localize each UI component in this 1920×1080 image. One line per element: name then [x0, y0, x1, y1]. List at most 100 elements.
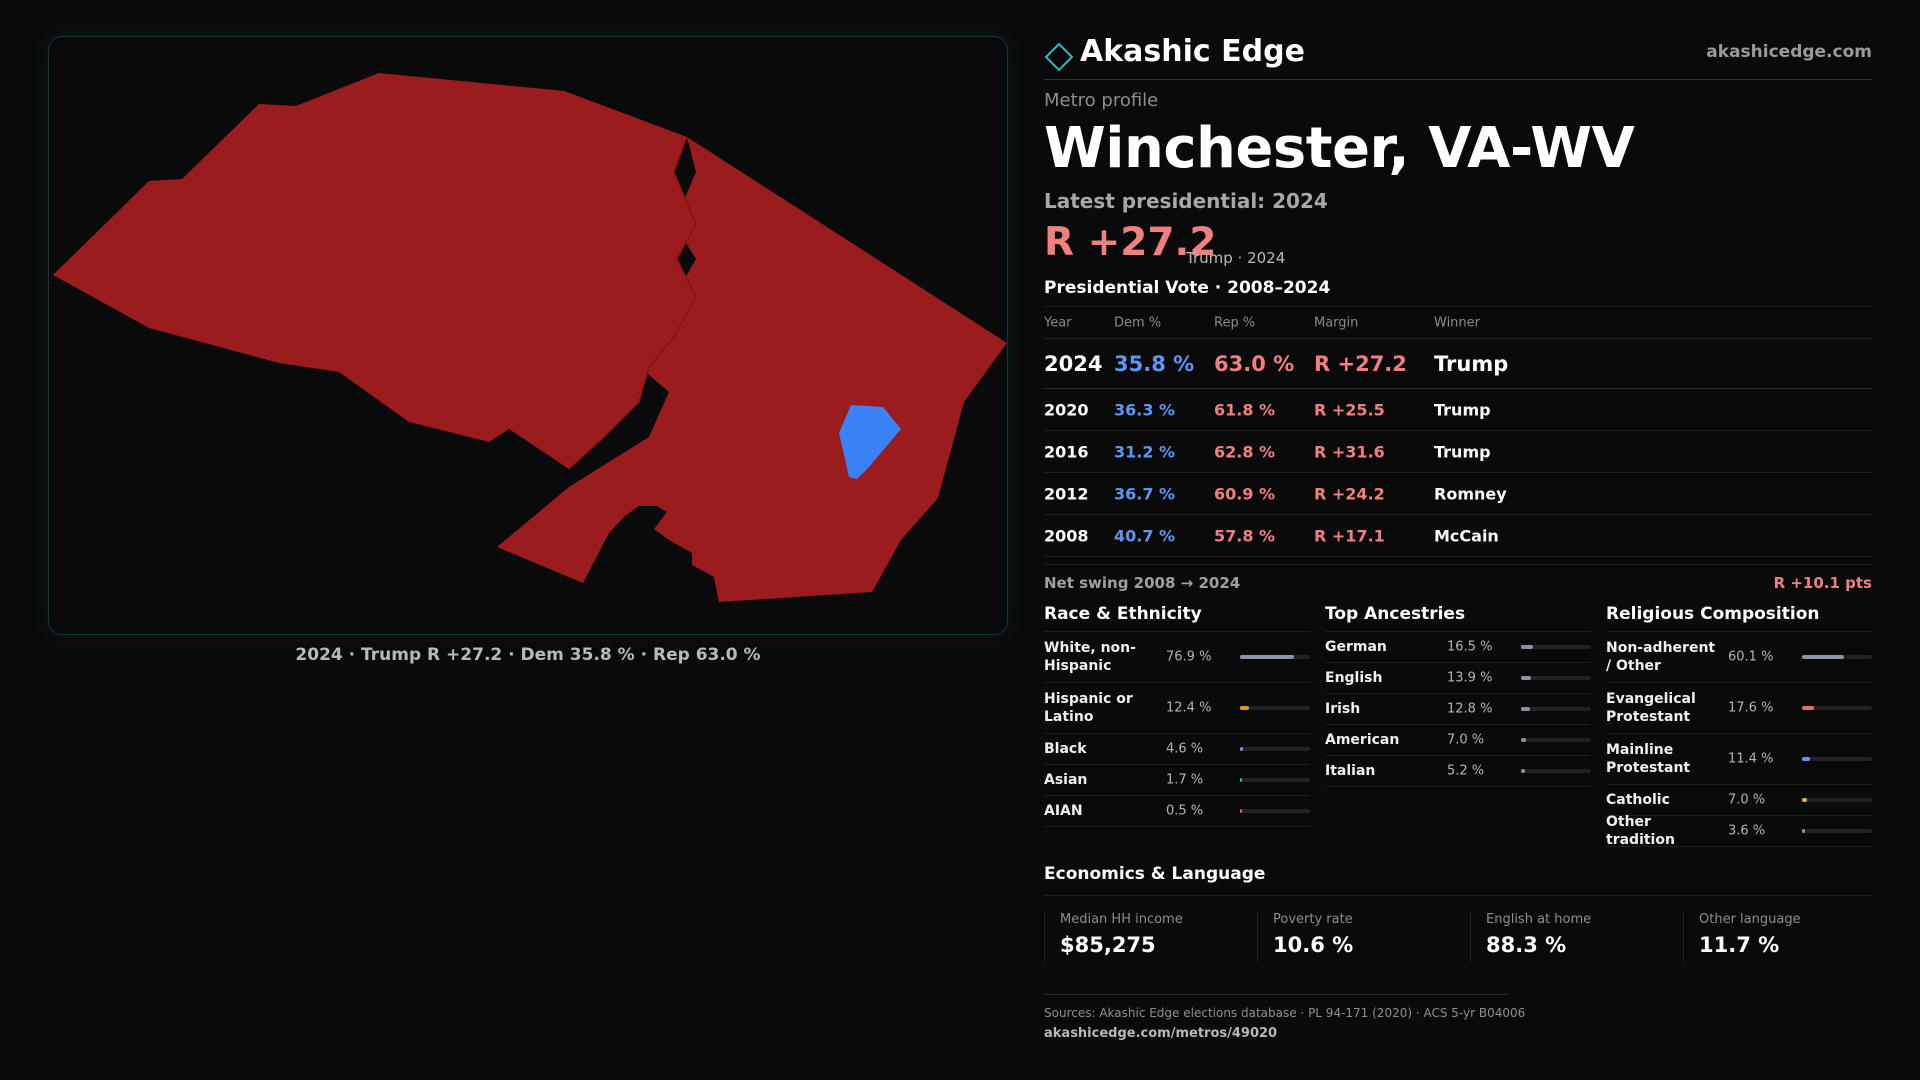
cell-rep: 57.8 % — [1214, 526, 1276, 545]
item-bar — [1240, 747, 1310, 751]
map-caption: 2024 · Trump R +27.2 · Dem 35.8 % · Rep … — [295, 645, 761, 665]
page-eyebrow: Metro profile — [1044, 90, 1159, 111]
item-label: Irish — [1325, 701, 1361, 717]
city-winchester[interactable] — [839, 405, 901, 479]
item-pct: 12.8 % — [1447, 701, 1493, 717]
item-label: AIAN — [1044, 803, 1083, 819]
table-row[interactable]: 2008 40.7 % 57.8 % R +17.1 McCain — [1044, 515, 1872, 557]
table-row[interactable]: 2020 36.3 % 61.8 % R +25.5 Trump — [1044, 389, 1872, 431]
item-label: Non-adherent / Other — [1606, 640, 1716, 674]
item-pct: 76.9 % — [1166, 649, 1212, 665]
list-item[interactable]: Mainline Protestant 11.4 % — [1606, 734, 1872, 785]
cell-margin: R +24.2 — [1314, 484, 1385, 503]
county-west[interactable] — [53, 73, 696, 469]
item-pct: 4.6 % — [1166, 741, 1204, 757]
item-label: Mainline Protestant — [1606, 742, 1691, 776]
item-bar — [1521, 738, 1591, 742]
cell-year: 2020 — [1044, 400, 1089, 419]
item-bar — [1802, 798, 1872, 802]
item-pct: 7.0 % — [1447, 732, 1485, 748]
religion-title: Religious Composition — [1606, 602, 1872, 632]
diamond-outline-icon — [1044, 42, 1074, 72]
net-swing: Net swing 2008 → 2024 R +10.1 pts — [1044, 564, 1872, 600]
metro-url-link[interactable]: akashicedge.com/metros/49020 — [1044, 1026, 1278, 1041]
cell-dem: 40.7 % — [1114, 526, 1176, 545]
item-bar — [1240, 655, 1310, 659]
item-bar-fill — [1240, 809, 1242, 813]
item-bar-fill — [1802, 706, 1815, 710]
table-row[interactable]: 2012 36.7 % 60.9 % R +24.2 Romney — [1044, 473, 1872, 515]
brand-url-link[interactable]: akashicedge.com — [1706, 42, 1872, 62]
cell-rep: 60.9 % — [1214, 484, 1276, 503]
item-label: Catholic — [1606, 792, 1670, 808]
cell-winner: Romney — [1434, 484, 1507, 503]
item-pct: 16.5 % — [1447, 639, 1493, 655]
item-bar-fill — [1521, 645, 1533, 649]
item-bar-fill — [1240, 655, 1294, 659]
item-label: American — [1325, 732, 1400, 748]
item-label: Hispanic or Latino — [1044, 691, 1133, 725]
header-year: Year — [1044, 315, 1072, 330]
item-pct: 17.6 % — [1728, 700, 1774, 716]
county-boundary — [568, 136, 697, 470]
list-item[interactable]: Hispanic or Latino 12.4 % — [1044, 683, 1310, 734]
item-bar-fill — [1802, 798, 1807, 802]
ancestry-title: Top Ancestries — [1325, 602, 1591, 632]
econ-label: Poverty rate — [1273, 912, 1353, 927]
metro-map[interactable] — [49, 37, 1008, 635]
item-bar-fill — [1521, 769, 1525, 773]
list-item[interactable]: English 13.9 % — [1325, 663, 1591, 694]
vote-table: Year Dem % Rep % Margin Winner 2024 35.8… — [1044, 306, 1872, 557]
item-bar-fill — [1802, 757, 1810, 761]
item-pct: 11.4 % — [1728, 751, 1774, 767]
sources-text: Sources: Akashic Edge elections database… — [1044, 1006, 1526, 1020]
item-label: White, non-Hispanic — [1044, 640, 1136, 674]
cell-year: 2008 — [1044, 526, 1089, 545]
cell-year: 2024 — [1044, 351, 1103, 376]
item-pct: 60.1 % — [1728, 649, 1774, 665]
list-item[interactable]: Other tradition 3.6 % — [1606, 814, 1872, 848]
list-item[interactable]: Non-adherent / Other 60.1 % — [1606, 632, 1872, 683]
item-label: English — [1325, 670, 1383, 686]
table-row[interactable]: 2016 31.2 % 62.8 % R +31.6 Trump — [1044, 431, 1872, 473]
list-item[interactable]: Asian 1.7 % — [1044, 765, 1310, 796]
item-bar — [1802, 757, 1872, 761]
item-label: Evangelical Protestant — [1606, 691, 1696, 725]
item-label: Italian — [1325, 763, 1376, 779]
header-margin: Margin — [1314, 315, 1359, 330]
county-east[interactable] — [497, 137, 1007, 602]
item-pct: 7.0 % — [1728, 792, 1766, 808]
econ-median-income: Median HH income $85,275 — [1044, 912, 1183, 962]
table-row[interactable]: 2024 35.8 % 63.0 % R +27.2 Trump — [1044, 339, 1872, 389]
list-item[interactable]: White, non-Hispanic 76.9 % — [1044, 632, 1310, 683]
header-rep: Rep % — [1214, 315, 1256, 330]
item-pct: 0.5 % — [1166, 803, 1204, 819]
list-item[interactable]: Catholic 7.0 % — [1606, 785, 1872, 816]
latest-winner-sub: Trump · 2024 — [1186, 249, 1286, 267]
item-bar-fill — [1240, 778, 1242, 782]
item-bar — [1802, 655, 1872, 659]
econ-value: 10.6 % — [1273, 933, 1354, 957]
religion-section: Religious Composition Non-adherent / Oth… — [1606, 602, 1872, 848]
list-item[interactable]: Irish 12.8 % — [1325, 694, 1591, 725]
item-bar — [1521, 645, 1591, 649]
list-item[interactable]: German 16.5 % — [1325, 632, 1591, 663]
item-bar-fill — [1521, 738, 1526, 742]
list-item[interactable]: Italian 5.2 % — [1325, 756, 1591, 787]
cell-margin: R +25.5 — [1314, 400, 1385, 419]
cell-rep: 63.0 % — [1214, 351, 1295, 376]
item-bar-fill — [1521, 707, 1530, 711]
list-item[interactable]: Black 4.6 % — [1044, 734, 1310, 765]
cell-dem: 31.2 % — [1114, 442, 1176, 461]
brand-header: Akashic Edge akashicedge.com — [1044, 30, 1872, 80]
item-bar-fill — [1802, 655, 1845, 659]
econ-other-language: Other language 11.7 % — [1683, 912, 1801, 962]
list-item[interactable]: Evangelical Protestant 17.6 % — [1606, 683, 1872, 734]
item-pct: 12.4 % — [1166, 700, 1212, 716]
list-item[interactable]: American 7.0 % — [1325, 725, 1591, 756]
latest-margin: R +27.2 — [1044, 220, 1217, 265]
map-panel[interactable] — [48, 36, 1008, 635]
list-item[interactable]: AIAN 0.5 % — [1044, 796, 1310, 827]
item-bar — [1521, 707, 1591, 711]
cell-year: 2016 — [1044, 442, 1089, 461]
